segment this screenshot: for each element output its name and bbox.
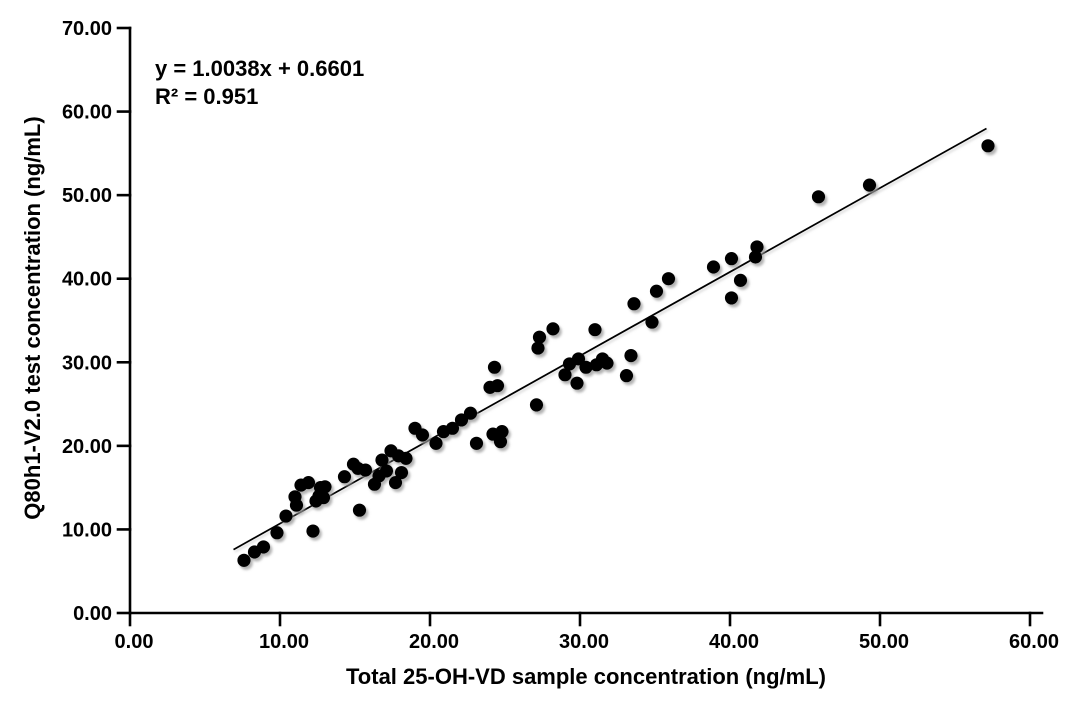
x-tick-label: 20.00 [409, 631, 459, 653]
data-point [706, 260, 721, 274]
data-point [624, 349, 638, 363]
data-point [724, 291, 739, 305]
y-axis-label: Q80h1-V2.0 test concentration (ng/mL) [20, 116, 45, 519]
x-axis-label: Total 25-OH-VD sample concentration (ng/… [346, 664, 826, 689]
data-point [375, 453, 389, 467]
data-point [600, 356, 614, 370]
x-axis-ticks: 0.00 10.00 20.00 30.00 40.00 50.00 60.00 [115, 611, 1059, 653]
y-tick-label: 40.00 [62, 269, 112, 291]
data-point [529, 398, 544, 412]
data-point [733, 273, 748, 287]
data-point [379, 464, 394, 478]
r-squared-label: R² = 0.951 [155, 84, 258, 109]
y-tick-label: 60.00 [62, 102, 112, 124]
data-point [394, 466, 409, 480]
data-point [645, 315, 659, 329]
data-point [399, 451, 413, 465]
data-point [532, 330, 547, 344]
data-point [811, 190, 826, 204]
x-tick-label: 60.00 [1009, 631, 1059, 653]
data-point [358, 463, 373, 477]
x-tick-label: 40.00 [709, 631, 759, 653]
data-point [454, 413, 469, 427]
data-point [429, 436, 443, 450]
data-point [546, 322, 560, 336]
data-point [270, 526, 284, 540]
data-point [619, 369, 634, 383]
data-point [579, 360, 593, 374]
data-point [237, 553, 251, 567]
data-point [649, 284, 664, 298]
data-point [316, 491, 331, 505]
data-point [627, 297, 641, 311]
x-tick-label: 10.00 [259, 631, 309, 653]
data-point [558, 368, 572, 382]
data-point [415, 428, 430, 442]
data-point [495, 425, 509, 439]
data-point [570, 376, 584, 390]
data-point [588, 323, 602, 337]
equation-label: y = 1.0038x + 0.6601 [155, 56, 364, 81]
y-tick-label: 10.00 [62, 519, 112, 541]
data-point [445, 421, 460, 435]
data-point [490, 379, 505, 393]
regression-line [233, 127, 987, 551]
data-point [337, 470, 352, 484]
y-tick-label: 20.00 [62, 436, 112, 458]
data-point [306, 524, 320, 538]
data-point [318, 480, 332, 494]
data-point [981, 139, 995, 153]
data-point [493, 435, 508, 449]
data-point [661, 272, 676, 286]
y-axis-ticks: 0.00 10.00 20.00 30.00 40.00 50.00 60.00 70.00 [62, 18, 132, 625]
y-tick-label: 70.00 [62, 18, 112, 40]
data-point [279, 509, 293, 523]
data-point [531, 341, 545, 355]
data-point [487, 360, 502, 374]
y-tick-label: 0.00 [73, 603, 112, 625]
data-point [748, 250, 763, 264]
data-point [289, 498, 304, 512]
data-point [724, 252, 739, 266]
data-point [256, 540, 271, 554]
x-tick-label: 0.00 [115, 631, 154, 653]
data-point [750, 240, 764, 254]
y-tick-label: 50.00 [62, 185, 112, 207]
data-point [352, 503, 367, 517]
trend-line [233, 127, 987, 551]
data-point [463, 406, 478, 420]
x-tick-label: 50.00 [859, 631, 909, 653]
data-point [862, 178, 877, 192]
axes [128, 26, 1044, 615]
y-tick-label: 30.00 [62, 352, 112, 374]
data-point [388, 476, 403, 490]
data-point [301, 476, 316, 490]
data-points [237, 139, 995, 567]
x-tick-label: 30.00 [559, 631, 609, 653]
data-point [469, 436, 484, 450]
